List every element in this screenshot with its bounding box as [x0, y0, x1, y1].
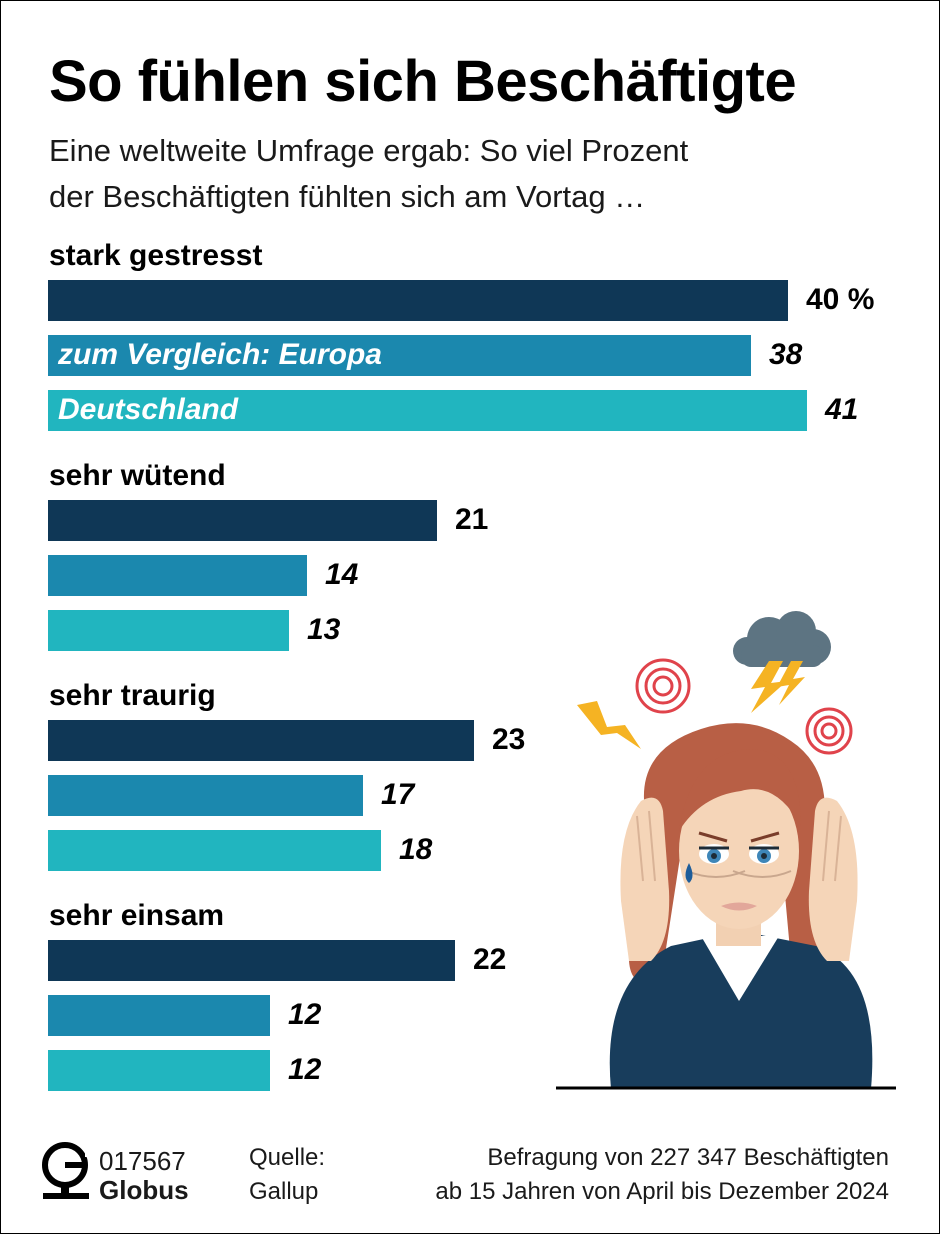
value-label-sehr-traurig-europa: 17 [381, 778, 415, 811]
value-label-sehr-traurig-deutschland: 18 [399, 833, 433, 866]
bar-sehr-wuetend-europa [48, 555, 307, 596]
value-label-sehr-einsam-deutschland: 12 [288, 1053, 322, 1086]
bar-sehr-traurig-deutschland [48, 830, 381, 871]
bar-sehr-einsam-weltweit [48, 940, 455, 981]
value-label-stark-gestresst-deutschland: 41 [825, 393, 859, 426]
value-label-sehr-wuetend-europa: 14 [325, 558, 359, 591]
lightning-icon [577, 661, 805, 749]
bar-stark-gestresst-weltweit [48, 280, 788, 321]
subtitle-line-2: der Beschäftigten fühlten sich am Vortag… [49, 179, 646, 214]
stressed-woman-illustration [556, 611, 896, 1090]
value-label-stark-gestresst-weltweit: 40 % [806, 283, 875, 316]
footer-brand: Globus [99, 1175, 189, 1205]
category-label-sehr-einsam: sehr einsam [49, 899, 225, 932]
source-name: Gallup [249, 1178, 319, 1205]
source-label: Quelle: [249, 1144, 326, 1171]
series-label-deutschland: Deutschland [58, 393, 239, 426]
value-label-sehr-traurig-weltweit: 23 [492, 723, 526, 756]
bar-stark-gestresst-europa: zum Vergleich: Europa [48, 335, 751, 376]
footer-code: 017567 [99, 1146, 186, 1176]
bar-sehr-traurig-europa [48, 775, 363, 816]
globus-logo-icon [42, 1142, 91, 1199]
bar-sehr-wuetend-weltweit [48, 500, 437, 541]
survey-note-line-2: ab 15 Jahren von April bis Dezember 2024 [435, 1178, 889, 1205]
bar-sehr-einsam-deutschland [48, 1050, 270, 1091]
bar-sehr-wuetend-deutschland [48, 610, 289, 651]
category-label-stark-gestresst: stark gestresst [49, 239, 263, 272]
value-label-sehr-wuetend-weltweit: 21 [455, 503, 489, 536]
value-label-stark-gestresst-europa: 38 [769, 338, 803, 371]
bar-stark-gestresst-deutschland: Deutschland [48, 390, 807, 431]
value-label-sehr-einsam-weltweit: 22 [473, 943, 507, 976]
value-label-sehr-einsam-europa: 12 [288, 998, 322, 1031]
spiral-icon [635, 658, 853, 755]
category-label-sehr-traurig: sehr traurig [49, 679, 216, 712]
bar-sehr-einsam-europa [48, 995, 270, 1036]
bar-sehr-traurig-weltweit [48, 720, 474, 761]
category-label-sehr-wuetend: sehr wütend [49, 459, 226, 492]
subtitle-line-1: Eine weltweite Umfrage ergab: So viel Pr… [49, 133, 689, 168]
survey-note-line-1: Befragung von 227 347 Beschäftigten [487, 1144, 889, 1171]
storm-cloud-icon [733, 611, 831, 667]
value-label-sehr-wuetend-deutschland: 13 [307, 613, 341, 646]
series-label-europa: zum Vergleich: Europa [58, 338, 382, 371]
chart-title: So fühlen sich Beschäftigte [49, 49, 797, 114]
